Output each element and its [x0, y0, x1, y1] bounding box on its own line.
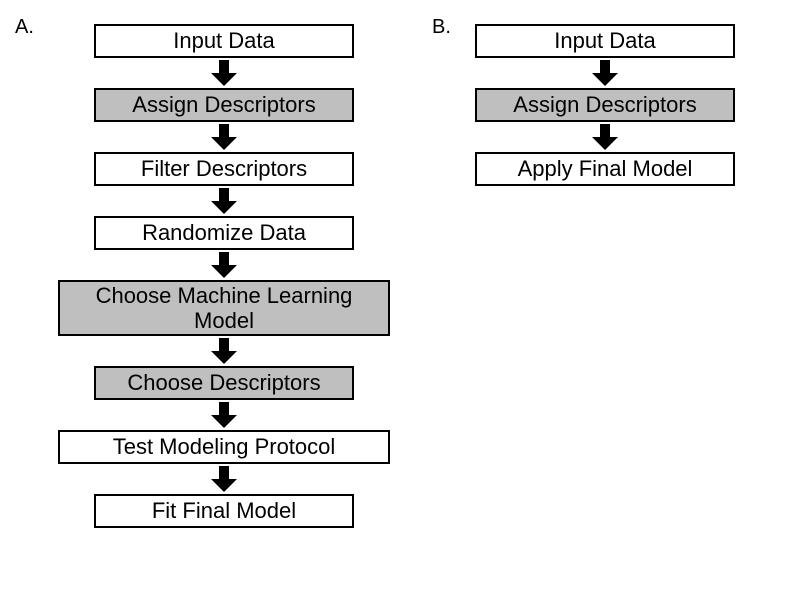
diagram-canvas: A. B. Input Data Assign Descriptors Filter…	[0, 0, 786, 593]
flow-step-label: Choose Descriptors	[127, 370, 320, 395]
flow-arrow	[592, 60, 618, 86]
flow-step: Assign Descriptors	[94, 88, 354, 122]
flow-step: Choose Descriptors	[94, 366, 354, 400]
flow-step: Input Data	[475, 24, 735, 58]
flow-step-label: Filter Descriptors	[141, 156, 307, 181]
flow-arrow	[211, 252, 237, 278]
flow-step-label: Choose Machine Learning Model	[66, 283, 382, 334]
flow-arrow	[211, 60, 237, 86]
flow-step: Apply Final Model	[475, 152, 735, 186]
flow-arrow	[592, 124, 618, 150]
flow-arrow	[211, 402, 237, 428]
flow-step: Randomize Data	[94, 216, 354, 250]
flow-step: Filter Descriptors	[94, 152, 354, 186]
flow-step-label: Input Data	[554, 28, 656, 53]
flow-step: Assign Descriptors	[475, 88, 735, 122]
flow-column-a: Input Data Assign Descriptors Filter Descr…	[58, 24, 390, 528]
flow-step-label: Apply Final Model	[518, 156, 693, 181]
flow-column-b: Input Data Assign Descriptors Apply Final …	[475, 24, 735, 186]
flow-step: Input Data	[94, 24, 354, 58]
flow-step-label: Input Data	[173, 28, 275, 53]
flow-step-label: Test Modeling Protocol	[113, 434, 336, 459]
flow-arrow	[211, 338, 237, 364]
flow-step-label: Assign Descriptors	[132, 92, 315, 117]
panel-label-b: B.	[432, 16, 451, 39]
flow-step: Fit Final Model	[94, 494, 354, 528]
flow-step-label: Randomize Data	[142, 220, 306, 245]
flow-step: Choose Machine Learning Model	[58, 280, 390, 336]
panel-label-a: A.	[15, 16, 34, 39]
flow-step-label: Assign Descriptors	[513, 92, 696, 117]
flow-arrow	[211, 188, 237, 214]
flow-step: Test Modeling Protocol	[58, 430, 390, 464]
flow-arrow	[211, 124, 237, 150]
flow-step-label: Fit Final Model	[152, 498, 296, 523]
flow-arrow	[211, 466, 237, 492]
